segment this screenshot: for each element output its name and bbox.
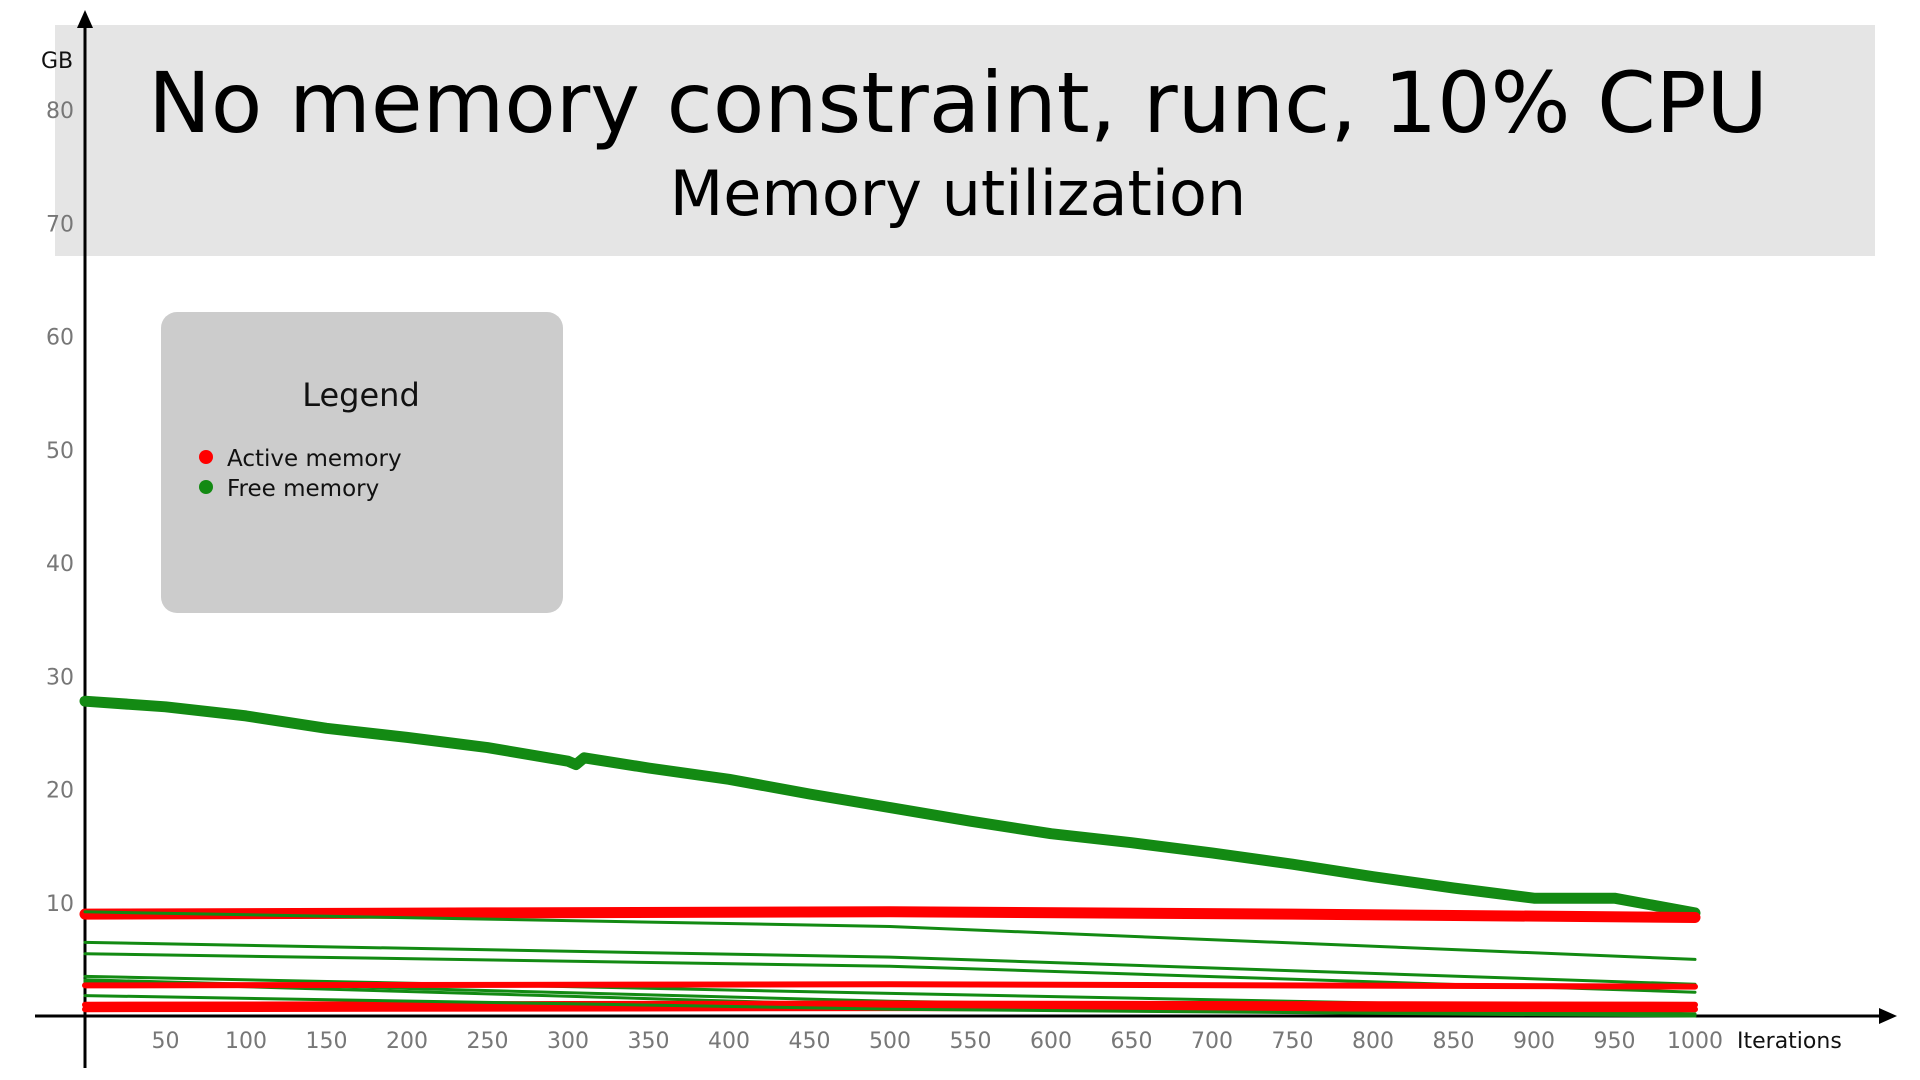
y-tick-label: 60	[46, 326, 74, 351]
y-axis-label: GB	[41, 49, 73, 74]
y-tick-label: 40	[46, 552, 74, 577]
y-tick-label: 20	[46, 779, 74, 804]
legend-label-free-memory: Free memory	[227, 476, 379, 502]
x-tick-label: 100	[225, 1029, 267, 1054]
series-line-active-memory	[82, 1000, 1698, 1008]
y-tick-label: 70	[46, 212, 74, 237]
x-tick-label: 200	[386, 1029, 428, 1054]
x-tick-label: 350	[628, 1029, 670, 1054]
y-tick-label: 30	[46, 665, 74, 690]
x-tick-label: 50	[152, 1029, 180, 1054]
series-line-active-memory	[79, 906, 1701, 923]
legend-box	[161, 312, 563, 613]
x-axis-arrow	[1879, 1008, 1897, 1024]
x-tick-label: 550	[950, 1029, 992, 1054]
x-tick-label: 900	[1513, 1029, 1555, 1054]
series-line-free-memory	[83, 910, 1697, 961]
x-tick-label: 250	[467, 1029, 509, 1054]
x-tick-label: 450	[789, 1029, 831, 1054]
x-tick-label: 600	[1030, 1029, 1072, 1054]
y-tick-label: 50	[46, 439, 74, 464]
x-axis-label: Iterations	[1737, 1029, 1842, 1054]
x-tick-labels: 50 100 150 200 250 300 350 400 450 500 550 600 650 70…	[152, 1029, 1724, 1054]
legend-marker-free-memory	[199, 480, 213, 494]
x-tick-label: 850	[1433, 1029, 1475, 1054]
x-tick-label: 750	[1272, 1029, 1314, 1054]
y-tick-label: 80	[46, 99, 74, 124]
y-tick-labels: 10 20 30 40 50 60 70 80	[46, 99, 74, 917]
title-banner	[55, 25, 1875, 256]
x-tick-label: 500	[869, 1029, 911, 1054]
x-tick-label: 650	[1111, 1029, 1153, 1054]
series-line-active-memory	[82, 981, 1698, 990]
y-axis-arrow	[77, 10, 93, 28]
x-tick-label: 300	[547, 1029, 589, 1054]
legend-marker-active-memory	[199, 450, 213, 464]
x-tick-label: 400	[708, 1029, 750, 1054]
series-layer	[79, 695, 1701, 1018]
x-tick-label: 800	[1352, 1029, 1394, 1054]
series-line-free-memory	[83, 940, 1697, 986]
chart-title: No memory constraint, runc, 10% CPU	[148, 54, 1768, 152]
x-tick-label: 150	[306, 1029, 348, 1054]
x-tick-label: 950	[1594, 1029, 1636, 1054]
y-tick-label: 10	[46, 892, 74, 917]
legend-label-active-memory: Active memory	[227, 446, 402, 472]
legend-title: Legend	[302, 376, 420, 414]
x-tick-label: 1000	[1667, 1029, 1723, 1054]
x-tick-label: 700	[1191, 1029, 1233, 1054]
series-line-free-memory	[83, 994, 1697, 1018]
series-line-free-memory	[79, 695, 1701, 919]
chart-subtitle: Memory utilization	[670, 157, 1246, 230]
